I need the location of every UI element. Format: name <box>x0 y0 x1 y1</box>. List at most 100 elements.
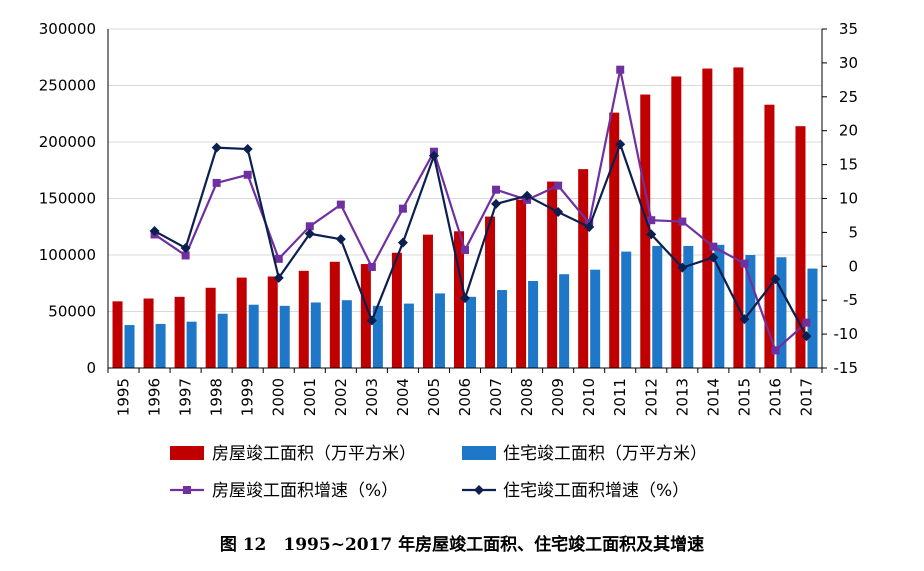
gridlines <box>108 28 822 369</box>
y-right-tick-label: -5 <box>843 291 858 309</box>
point <box>801 331 812 342</box>
point <box>709 242 718 251</box>
point <box>553 207 564 218</box>
x-tick-label: 2011 <box>611 378 629 416</box>
legend-label: 房屋竣工面积增速（%） <box>212 481 398 501</box>
legend-label: 住宅竣工面积增速（%） <box>503 481 689 501</box>
point <box>367 262 376 271</box>
y-left-tick-label: 150000 <box>39 190 96 208</box>
point <box>181 251 190 260</box>
point <box>305 222 314 231</box>
x-tick-label: 2016 <box>766 378 784 416</box>
legend-marker <box>474 485 484 495</box>
point <box>708 252 719 263</box>
bar <box>248 304 259 368</box>
point <box>647 216 656 225</box>
y-right-tick-label: -10 <box>834 325 859 343</box>
x-tick-label: 2002 <box>332 378 350 416</box>
bar <box>714 244 725 368</box>
bar <box>205 287 216 368</box>
x-tick-label: 2005 <box>425 378 443 416</box>
bar <box>298 270 309 368</box>
y-right-tick-label: 35 <box>839 20 858 38</box>
bar <box>640 94 651 368</box>
bar <box>578 169 589 368</box>
point <box>397 237 408 248</box>
bar <box>621 251 632 368</box>
bar <box>547 181 558 368</box>
x-tick-label: 2001 <box>301 378 319 416</box>
point <box>677 262 688 273</box>
point <box>740 259 749 268</box>
bar <box>702 68 713 369</box>
x-tick-label: 1996 <box>146 378 164 416</box>
point <box>460 293 470 304</box>
bar <box>267 276 278 368</box>
point <box>771 346 780 355</box>
bar <box>528 280 539 368</box>
y-right-tick-label: 0 <box>848 257 858 275</box>
point <box>678 217 687 226</box>
x-tick-label: 1998 <box>208 378 226 416</box>
y-right-tick-label: 5 <box>848 223 858 241</box>
bar <box>329 261 340 368</box>
point <box>335 234 346 245</box>
x-tick-label: 2010 <box>580 378 598 416</box>
legend-label: 住宅竣工面积（万平方米） <box>503 444 707 464</box>
point <box>243 170 252 179</box>
bar <box>124 325 135 368</box>
bar <box>733 67 744 369</box>
legend-swatch <box>462 446 496 460</box>
bar <box>497 290 508 368</box>
x-tick-label: 2017 <box>797 378 815 416</box>
x-tick-label: 1999 <box>239 378 257 416</box>
x-tick-label: 2003 <box>363 378 381 416</box>
y-left-tick-label: 200000 <box>39 133 96 151</box>
x-tick-label: 2006 <box>456 378 474 416</box>
x-tick-label: 2013 <box>673 378 691 416</box>
y-right-tick-label: 20 <box>839 122 858 140</box>
bar <box>795 126 806 369</box>
point <box>491 198 502 209</box>
point <box>584 221 595 232</box>
bar <box>434 293 445 368</box>
point <box>739 314 750 325</box>
bar <box>360 264 371 368</box>
legend-marker <box>183 486 191 494</box>
x-tick-label: 2012 <box>642 378 660 416</box>
x-tick-label: 2008 <box>518 378 536 416</box>
figure-caption: 图 12 1995~2017 年房屋竣工面积、住宅竣工面积及其增速 <box>219 535 705 555</box>
x-tick-label: 2004 <box>394 378 412 416</box>
bar <box>776 257 787 368</box>
bar <box>310 302 321 368</box>
point <box>336 200 345 209</box>
bars <box>112 67 818 369</box>
bar <box>683 245 694 368</box>
bar <box>590 269 601 368</box>
x-tick-label: 2007 <box>487 378 505 416</box>
legend: 房屋竣工面积（万平方米） 住宅竣工面积（万平方米） 房屋竣工面积增速（%） 住宅竣工面… <box>170 444 707 501</box>
bar <box>217 313 228 368</box>
point <box>428 150 439 161</box>
growth-lines <box>149 65 812 355</box>
x-tick-label: 2015 <box>735 378 753 416</box>
point <box>646 229 657 240</box>
bar <box>279 305 290 368</box>
y-left-tick-label: 50000 <box>48 303 96 321</box>
point <box>273 272 284 283</box>
y-left-tick-label: 100000 <box>39 246 96 264</box>
bar <box>559 274 570 368</box>
chart: 0 50000 100000 150000 200000 250000 300000 -15 -… <box>39 20 859 501</box>
point <box>211 142 222 153</box>
bar <box>454 231 464 368</box>
point <box>522 190 533 201</box>
point <box>770 274 781 285</box>
y-left-tick-label: 0 <box>86 359 96 377</box>
x-tick-label: 2000 <box>270 378 288 416</box>
point <box>274 254 283 263</box>
bar <box>516 199 527 368</box>
x-tick-label: 2014 <box>704 378 722 416</box>
legend-label: 房屋竣工面积（万平方米） <box>212 444 416 464</box>
bar <box>143 298 154 368</box>
point <box>304 228 315 239</box>
